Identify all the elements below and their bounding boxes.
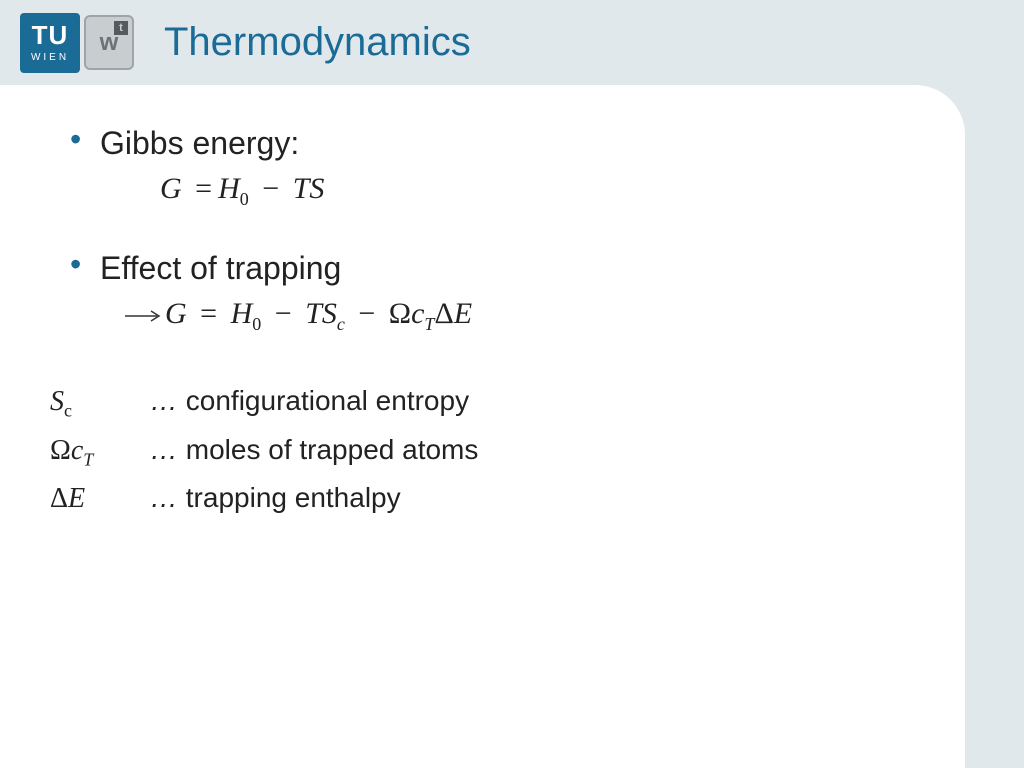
definition-row: ΔE … trapping enthalpy: [50, 482, 915, 515]
definitions-list: Sc … configurational entropy ΩcT … moles…: [50, 385, 915, 515]
bullet-icon: •: [70, 248, 100, 280]
equation-gibbs: G =H0 − TS: [160, 172, 915, 210]
bullet-icon: •: [70, 123, 100, 155]
tu-logo-small: WIEN: [31, 52, 69, 63]
arrow-right-icon: [125, 309, 165, 323]
bullet-text: Gibbs energy:: [100, 125, 299, 162]
slide-content: • Gibbs energy: G =H0 − TS • Effect of t…: [0, 85, 965, 768]
definition-row: Sc … configurational entropy: [50, 385, 915, 422]
slide-title: Thermodynamics: [164, 20, 471, 65]
equation-trapping: G = H0 − TSc − ΩcTΔE: [165, 297, 472, 335]
tu-logo-big: TU: [32, 22, 69, 48]
slide-header: TU WIEN w t Thermodynamics: [0, 0, 1024, 85]
wt-logo: w t: [84, 15, 134, 70]
definition-text: … trapping enthalpy: [150, 482, 401, 514]
definition-symbol: ΩcT: [50, 435, 150, 471]
definition-text: … moles of trapped atoms: [150, 434, 478, 466]
logo-group: TU WIEN w t: [20, 13, 134, 73]
bullet-row: • Effect of trapping: [70, 250, 915, 287]
wt-logo-corner: t: [114, 21, 128, 35]
definition-text: … configurational entropy: [150, 385, 469, 417]
definition-symbol: Sc: [50, 386, 150, 422]
definition-symbol: ΔE: [50, 483, 150, 515]
bullet-text: Effect of trapping: [100, 250, 341, 287]
bullet-row: • Gibbs energy:: [70, 125, 915, 162]
tu-wien-logo: TU WIEN: [20, 13, 80, 73]
definition-row: ΩcT … moles of trapped atoms: [50, 434, 915, 471]
equation-trapping-row: G = H0 − TSc − ΩcTΔE: [125, 297, 915, 335]
